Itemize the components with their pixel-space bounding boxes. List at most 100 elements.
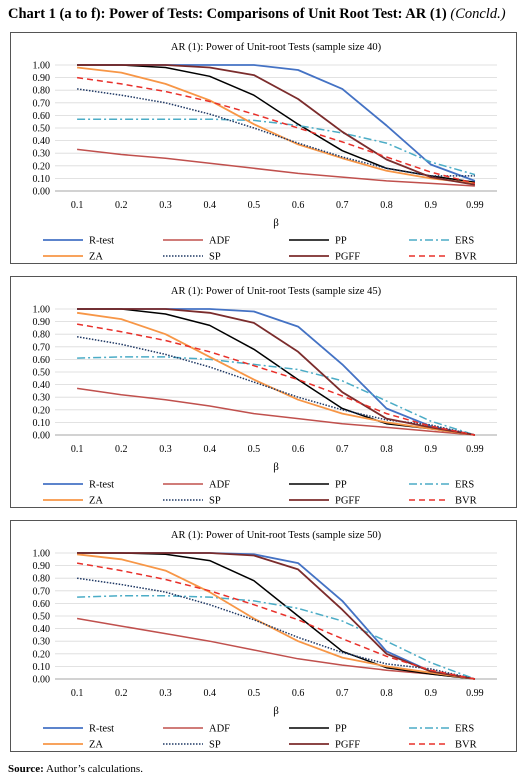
legend-label-sp: SP [209, 496, 221, 507]
series-line-ers [77, 595, 476, 680]
y-tick-label: 0.50 [33, 124, 51, 135]
series-line-pgff [77, 552, 476, 680]
x-tick-label: 0.4 [203, 688, 216, 699]
series-line-bvr [76, 76, 476, 185]
y-tick-label: 0.00 [33, 675, 51, 686]
series-line-bvr [76, 562, 476, 680]
y-tick-label: 0.30 [33, 393, 51, 404]
series-line-za [76, 311, 476, 436]
legend-label-sp: SP [209, 252, 221, 263]
source-note: Source: Author’s calculations. [8, 763, 143, 775]
series-line-pgff [77, 308, 476, 436]
y-tick-label: 1.00 [33, 61, 51, 72]
x-tick-label: 0.3 [159, 200, 172, 211]
y-tick-label: 0.30 [33, 637, 51, 648]
y-tick-label: 0.90 [33, 561, 51, 572]
x-tick-label: 0.9 [424, 200, 437, 211]
series-line-za [76, 66, 476, 185]
series-line-adf [77, 148, 475, 187]
series-line-za [76, 553, 476, 680]
x-axis-label: β [273, 461, 279, 473]
series-line-sp [76, 577, 476, 680]
x-tick-label: 0.9 [424, 688, 437, 699]
series-line-ers [77, 118, 476, 176]
y-tick-label: 0.90 [33, 73, 51, 84]
chart-panel-2: AR (1): Power of Unit-root Tests (sample… [10, 276, 517, 508]
legend-label-ers: ERS [455, 724, 474, 735]
legend-label-pp: PP [335, 724, 347, 735]
x-tick-label: 0.7 [336, 200, 349, 211]
series-line-adf [76, 387, 475, 436]
series-line-ers [77, 356, 476, 436]
y-tick-label: 0.90 [33, 317, 51, 328]
x-axis-label: β [273, 705, 279, 717]
x-tick-label: 0.4 [203, 444, 216, 455]
chart-panel-3: AR (1): Power of Unit-root Tests (sample… [10, 520, 517, 752]
x-tick-label: 0.1 [71, 200, 84, 211]
y-tick-label: 0.40 [33, 136, 51, 147]
legend-label-pp: PP [335, 236, 347, 247]
x-tick-label: 0.9 [424, 444, 437, 455]
legend-label-bvr: BVR [455, 740, 477, 751]
y-tick-label: 0.20 [33, 649, 51, 660]
x-tick-label: 0.5 [248, 200, 261, 211]
y-tick-label: 0.80 [33, 330, 51, 341]
legend-label-r-test: R-test [89, 236, 114, 247]
x-tick-label: 0.8 [380, 200, 393, 211]
x-tick-label: 0.6 [292, 200, 305, 211]
legend-label-bvr: BVR [455, 496, 477, 507]
chart-title: AR (1): Power of Unit-root Tests (sample… [171, 530, 382, 541]
page-title-text: Chart 1 (a to f): Power of Tests: Compar… [8, 6, 447, 22]
x-tick-label: 0.3 [159, 444, 172, 455]
y-tick-label: 0.70 [33, 586, 51, 597]
series-line-bvr [76, 323, 476, 436]
y-tick-label: 0.00 [33, 431, 51, 442]
x-axis-label: β [273, 217, 279, 229]
x-tick-label: 0.4 [203, 200, 216, 211]
y-tick-label: 0.40 [33, 380, 51, 391]
source-text: Author’s calculations. [46, 763, 143, 775]
y-tick-label: 1.00 [33, 549, 51, 560]
x-tick-label: 0.6 [292, 444, 305, 455]
legend-label-za: ZA [89, 252, 103, 263]
chart-1: AR (1): Power of Unit-root Tests (sample… [33, 42, 497, 263]
y-tick-label: 0.20 [33, 405, 51, 416]
y-tick-label: 0.50 [33, 612, 51, 623]
series-line-pgff [77, 64, 476, 186]
x-tick-label: 0.2 [115, 200, 128, 211]
legend-label-adf: ADF [209, 236, 230, 247]
y-tick-label: 0.70 [33, 98, 51, 109]
y-tick-label: 0.10 [33, 174, 51, 185]
chart-panel-1: AR (1): Power of Unit-root Tests (sample… [10, 32, 517, 264]
y-tick-label: 0.80 [33, 86, 51, 97]
y-tick-label: 0.30 [33, 149, 51, 160]
chart-title: AR (1): Power of Unit-root Tests (sample… [171, 42, 382, 53]
x-tick-label: 0.1 [71, 444, 84, 455]
x-tick-label: 0.8 [380, 444, 393, 455]
chart-title: AR (1): Power of Unit-root Tests (sample… [171, 286, 382, 297]
legend-label-r-test: R-test [89, 480, 114, 491]
legend-label-pp: PP [335, 480, 347, 491]
x-tick-label: 0.99 [466, 444, 484, 455]
x-tick-label: 0.2 [115, 444, 128, 455]
legend-label-pgff: PGFF [335, 496, 360, 507]
page-title: Chart 1 (a to f): Power of Tests: Compar… [8, 6, 506, 23]
y-tick-label: 0.60 [33, 355, 51, 366]
x-tick-label: 0.1 [71, 688, 84, 699]
x-tick-label: 0.7 [336, 688, 349, 699]
legend-label-ers: ERS [455, 480, 474, 491]
y-tick-label: 0.40 [33, 624, 51, 635]
y-tick-label: 0.20 [33, 161, 51, 172]
y-tick-label: 0.50 [33, 368, 51, 379]
legend-label-bvr: BVR [455, 252, 477, 263]
legend-label-sp: SP [209, 740, 221, 751]
source-label: Source: [8, 763, 44, 775]
y-tick-label: 0.10 [33, 662, 51, 673]
y-tick-label: 0.10 [33, 418, 51, 429]
page-subtitle: (Concld.) [450, 6, 506, 22]
y-tick-label: 0.00 [33, 187, 51, 198]
x-tick-label: 0.2 [115, 688, 128, 699]
chart-3: AR (1): Power of Unit-root Tests (sample… [33, 530, 497, 751]
x-tick-label: 0.99 [466, 200, 484, 211]
y-tick-label: 0.60 [33, 111, 51, 122]
